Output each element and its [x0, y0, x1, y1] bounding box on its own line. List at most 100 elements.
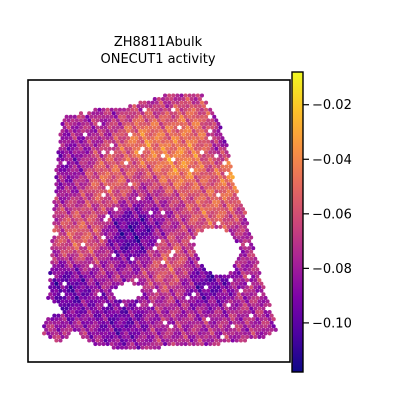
spot — [79, 232, 83, 236]
spot — [104, 133, 108, 137]
spot — [231, 331, 235, 335]
spot — [186, 211, 190, 215]
spot — [194, 331, 198, 335]
spot — [102, 335, 106, 339]
spot — [210, 296, 214, 300]
spot — [61, 221, 65, 225]
spot — [169, 296, 173, 300]
spot — [227, 289, 231, 293]
spot — [235, 310, 239, 314]
spot — [169, 147, 173, 151]
spot — [149, 182, 153, 186]
spot — [177, 111, 181, 115]
spot — [89, 321, 93, 325]
spot — [138, 108, 142, 112]
spot — [163, 115, 167, 119]
spot — [73, 136, 77, 140]
spot — [192, 122, 196, 126]
spot — [227, 275, 231, 279]
spot — [128, 275, 132, 279]
spot — [138, 342, 142, 346]
spot — [192, 278, 196, 282]
spot — [192, 214, 196, 218]
spot — [56, 257, 60, 261]
spot — [210, 133, 214, 137]
spot — [212, 342, 216, 346]
spot — [120, 310, 124, 314]
spot — [175, 101, 179, 105]
spot — [177, 182, 181, 186]
spot — [77, 214, 81, 218]
spot — [108, 338, 112, 342]
spot — [99, 118, 103, 122]
spot — [112, 282, 116, 286]
spot — [181, 338, 185, 342]
spot — [243, 296, 247, 300]
spot — [202, 133, 206, 137]
spot — [118, 257, 122, 261]
spot — [73, 150, 77, 154]
spot — [69, 122, 73, 126]
spot — [179, 193, 183, 197]
spot — [263, 317, 267, 321]
spot — [56, 150, 60, 154]
spot — [249, 264, 253, 268]
spot — [126, 328, 130, 332]
spot — [206, 140, 210, 144]
spot — [79, 317, 83, 321]
spot — [145, 331, 149, 335]
spot — [208, 271, 212, 275]
spot — [171, 271, 175, 275]
spot — [181, 104, 185, 108]
spot — [206, 133, 210, 137]
spot — [167, 214, 171, 218]
spot — [149, 338, 153, 342]
spot — [165, 97, 169, 101]
spot — [87, 161, 91, 165]
spot — [216, 172, 220, 176]
spot — [65, 221, 69, 225]
spot — [138, 307, 142, 311]
spot — [153, 232, 157, 236]
spot — [196, 307, 200, 311]
spot — [132, 168, 136, 172]
spot — [128, 260, 132, 264]
spot — [48, 321, 52, 325]
spot — [149, 324, 153, 328]
spot — [65, 214, 69, 218]
spot — [151, 129, 155, 133]
spot — [167, 321, 171, 325]
spot — [61, 207, 65, 211]
spot — [194, 338, 198, 342]
spot — [130, 150, 134, 154]
spot — [157, 204, 161, 208]
spot — [89, 285, 93, 289]
spot — [63, 303, 67, 307]
spot — [263, 331, 267, 335]
spot — [114, 257, 118, 261]
spot — [177, 239, 181, 243]
spot — [237, 236, 241, 240]
spot — [118, 243, 122, 247]
spot — [196, 179, 200, 183]
spot — [124, 189, 128, 193]
spot — [104, 331, 108, 335]
spot — [145, 232, 149, 236]
spot — [99, 338, 103, 342]
spot — [200, 292, 204, 296]
spot — [77, 257, 81, 261]
spot — [87, 147, 91, 151]
spot — [128, 331, 132, 335]
spot — [118, 214, 122, 218]
spot — [177, 161, 181, 165]
spot — [214, 218, 218, 222]
spot — [192, 94, 196, 98]
spot — [175, 314, 179, 318]
spot — [81, 221, 85, 225]
spot — [99, 168, 103, 172]
spot — [181, 317, 185, 321]
spot — [75, 267, 79, 271]
spot — [136, 147, 140, 151]
spot — [136, 140, 140, 144]
spot — [229, 172, 233, 176]
